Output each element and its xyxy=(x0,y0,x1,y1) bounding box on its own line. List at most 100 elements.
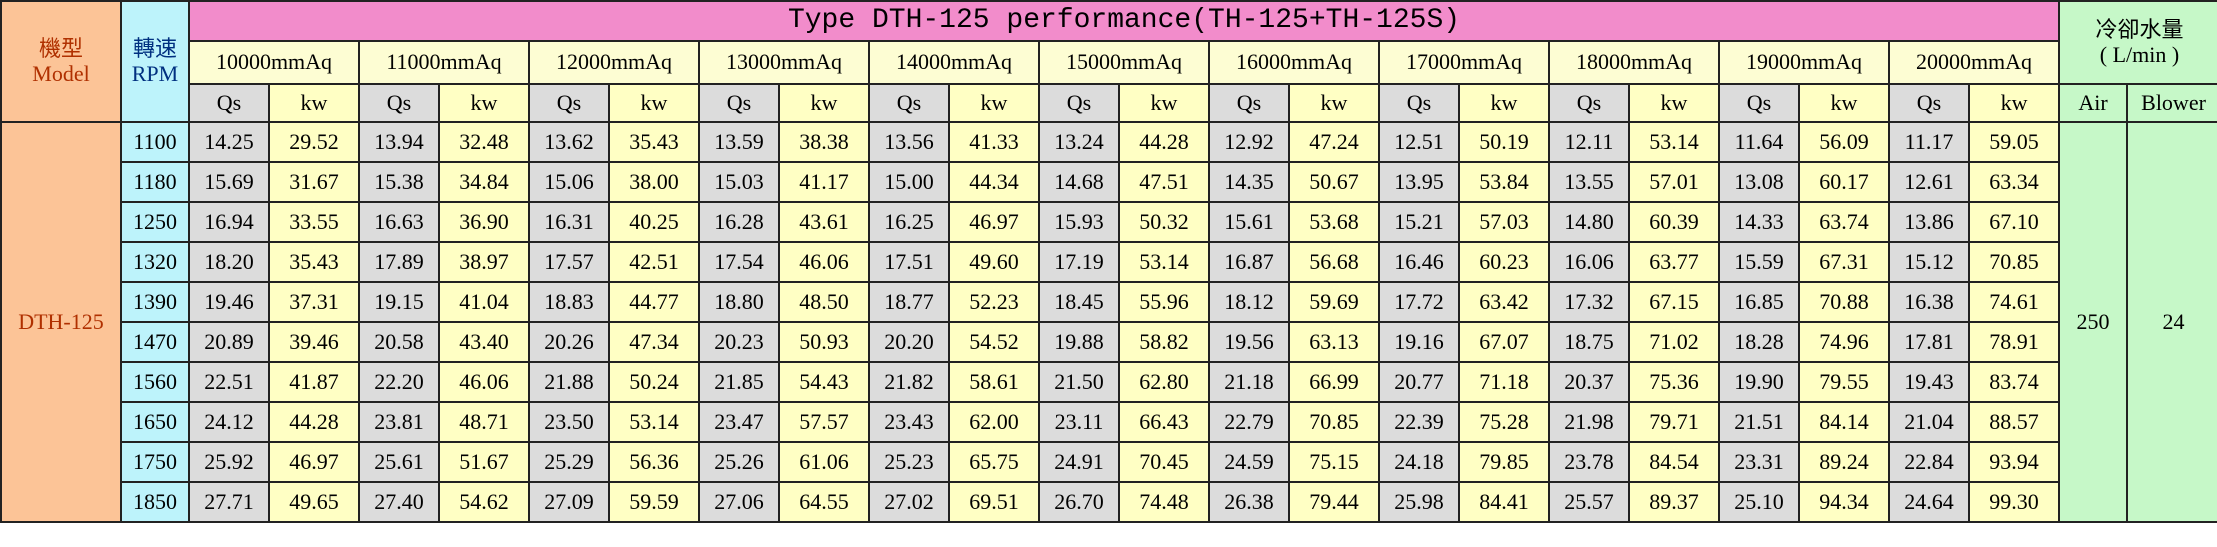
kw-cell: 38.97 xyxy=(438,241,530,283)
kw-cell: 79.85 xyxy=(1458,441,1550,483)
rpm-cell: 1100 xyxy=(120,121,190,163)
table-row: 1650 24.12 44.28 23.81 48.71 23.50 53.14 23.47 5… xyxy=(1,401,2217,443)
pressure-header: 17000mmAq xyxy=(1378,40,1550,85)
qs-cell: 16.06 xyxy=(1548,241,1630,283)
qs-cell: 23.50 xyxy=(528,401,610,443)
kw-cell: 50.24 xyxy=(608,361,700,403)
qs-header: Qs xyxy=(868,83,950,123)
qs-cell: 16.38 xyxy=(1888,281,1970,323)
qs-cell: 13.56 xyxy=(868,121,950,163)
qs-cell: 21.98 xyxy=(1548,401,1630,443)
qs-cell: 20.89 xyxy=(188,321,270,363)
kw-cell: 46.97 xyxy=(268,441,360,483)
qs-cell: 13.95 xyxy=(1378,161,1460,203)
kw-cell: 78.91 xyxy=(1967,321,2061,363)
qs-cell: 20.58 xyxy=(358,321,440,363)
air-header: Air xyxy=(2058,83,2129,123)
kw-cell: 71.18 xyxy=(1458,361,1550,403)
title: Type DTH-125 performance(TH-125+TH-125S) xyxy=(187,0,2061,42)
qs-cell: 22.79 xyxy=(1208,401,1290,443)
qs-cell: 17.32 xyxy=(1548,281,1630,323)
qs-cell: 18.77 xyxy=(868,281,950,323)
qs-cell: 18.20 xyxy=(188,241,270,283)
kw-cell: 62.00 xyxy=(948,401,1040,443)
pressure-header: 14000mmAq xyxy=(868,40,1040,85)
kw-cell: 43.40 xyxy=(438,321,530,363)
qs-cell: 25.92 xyxy=(188,441,270,483)
kw-cell: 60.39 xyxy=(1628,201,1720,243)
qs-cell: 27.06 xyxy=(698,481,780,523)
rpm-header: 轉速 RPM xyxy=(120,0,190,123)
pressure-header: 18000mmAq xyxy=(1548,40,1720,85)
qs-cell: 16.31 xyxy=(528,201,610,243)
kw-cell: 57.57 xyxy=(778,401,870,443)
pressure-header: 15000mmAq xyxy=(1038,40,1210,85)
kw-cell: 66.99 xyxy=(1288,361,1380,403)
qs-cell: 12.51 xyxy=(1378,121,1460,163)
kw-cell: 56.36 xyxy=(608,441,700,483)
qs-cell: 19.90 xyxy=(1718,361,1800,403)
qs-cell: 15.61 xyxy=(1208,201,1290,243)
qs-cell: 13.08 xyxy=(1718,161,1800,203)
kw-cell: 75.15 xyxy=(1288,441,1380,483)
qs-cell: 15.38 xyxy=(358,161,440,203)
qs-header: Qs xyxy=(1718,83,1800,123)
kw-cell: 47.24 xyxy=(1288,121,1380,163)
kw-cell: 89.24 xyxy=(1798,441,1890,483)
kw-cell: 74.61 xyxy=(1967,281,2061,323)
kw-cell: 67.07 xyxy=(1458,321,1550,363)
rpm-cell: 1560 xyxy=(120,361,190,403)
blower-header: Blower xyxy=(2126,83,2217,123)
qs-cell: 14.25 xyxy=(188,121,270,163)
kw-cell: 70.88 xyxy=(1798,281,1890,323)
qs-cell: 13.94 xyxy=(358,121,440,163)
kw-cell: 94.34 xyxy=(1798,481,1890,523)
qs-cell: 23.47 xyxy=(698,401,780,443)
qs-cell: 11.17 xyxy=(1888,121,1970,163)
kw-cell: 50.93 xyxy=(778,321,870,363)
qs-cell: 18.83 xyxy=(528,281,610,323)
rpm-cell: 1750 xyxy=(120,441,190,483)
qs-cell: 25.26 xyxy=(698,441,780,483)
kw-cell: 32.48 xyxy=(438,121,530,163)
kw-cell: 35.43 xyxy=(608,121,700,163)
kw-cell: 70.85 xyxy=(1288,401,1380,443)
table-row: 1250 16.94 33.55 16.63 36.90 16.31 40.25 16.28 4… xyxy=(1,201,2217,243)
performance-table: 機型 Model 轉速 RPM Type DTH-125 performance(T… xyxy=(0,0,2217,523)
rpm-cell: 1180 xyxy=(120,161,190,203)
qs-cell: 21.50 xyxy=(1038,361,1120,403)
qs-cell: 15.93 xyxy=(1038,201,1120,243)
qs-cell: 15.12 xyxy=(1888,241,1970,283)
qs-cell: 23.43 xyxy=(868,401,950,443)
qs-cell: 16.94 xyxy=(188,201,270,243)
kw-cell: 79.71 xyxy=(1628,401,1720,443)
kw-cell: 34.84 xyxy=(438,161,530,203)
blower-cell: 24 xyxy=(2126,121,2217,523)
qs-cell: 21.51 xyxy=(1718,401,1800,443)
table-row: 1180 15.69 31.67 15.38 34.84 15.06 38.00 15.03 4… xyxy=(1,161,2217,203)
qs-cell: 23.31 xyxy=(1718,441,1800,483)
qs-header: Qs xyxy=(188,83,270,123)
kw-cell: 31.67 xyxy=(268,161,360,203)
qs-cell: 13.59 xyxy=(698,121,780,163)
qs-cell: 16.28 xyxy=(698,201,780,243)
kw-cell: 38.38 xyxy=(778,121,870,163)
kw-cell: 88.57 xyxy=(1967,401,2061,443)
kw-header: kw xyxy=(1628,83,1720,123)
kw-cell: 63.34 xyxy=(1967,161,2061,203)
qs-cell: 19.16 xyxy=(1378,321,1460,363)
kw-cell: 56.68 xyxy=(1288,241,1380,283)
table-row: 1850 27.71 49.65 27.40 54.62 27.09 59.59 27.06 6… xyxy=(1,481,2217,523)
qs-cell: 17.72 xyxy=(1378,281,1460,323)
pressure-header: 19000mmAq xyxy=(1718,40,1890,85)
kw-cell: 63.42 xyxy=(1458,281,1550,323)
qs-cell: 25.61 xyxy=(358,441,440,483)
kw-header: kw xyxy=(778,83,870,123)
kw-cell: 43.61 xyxy=(778,201,870,243)
kw-cell: 48.50 xyxy=(778,281,870,323)
rpm-cell: 1320 xyxy=(120,241,190,283)
qs-cell: 13.55 xyxy=(1548,161,1630,203)
qs-cell: 27.09 xyxy=(528,481,610,523)
kw-cell: 36.90 xyxy=(438,201,530,243)
